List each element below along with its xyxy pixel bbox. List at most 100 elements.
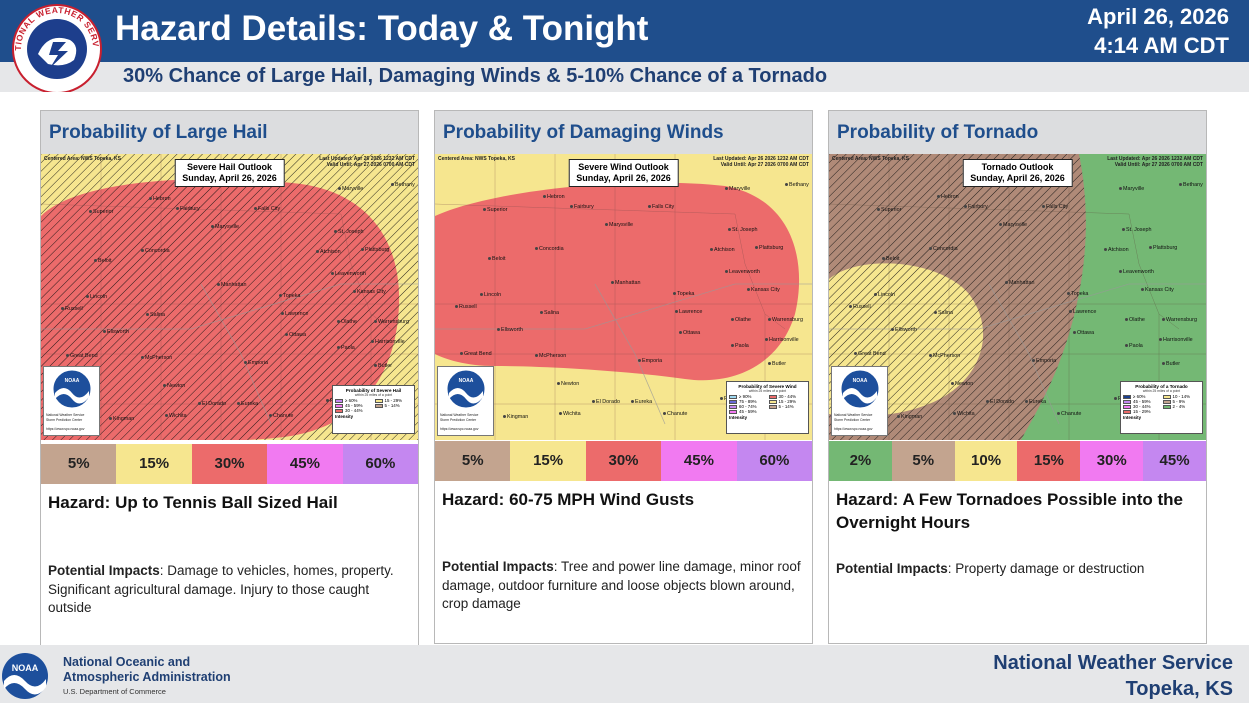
city-label: Butler bbox=[1162, 361, 1180, 367]
probability-scale: 5% 15% 30% 45% 60% bbox=[41, 444, 419, 484]
impacts-body: : Damage to vehicles, homes, property. S… bbox=[48, 563, 394, 615]
city-label: Newton bbox=[557, 381, 579, 387]
legend-title: Probability of Severe Wind bbox=[738, 384, 797, 389]
city-label: Marysville bbox=[211, 224, 239, 230]
legend-item: 30 - 44% bbox=[1123, 404, 1161, 409]
prob-cell: 15% bbox=[510, 441, 586, 481]
prob-cell: 5% bbox=[435, 441, 511, 481]
wind-map: Centered Area: NWS Topeka, KS Last Updat… bbox=[435, 154, 812, 440]
prob-cell: 45% bbox=[1143, 441, 1206, 481]
city-label: Ellsworth bbox=[891, 327, 917, 333]
spc-credit: Storm Prediction Center bbox=[834, 418, 871, 422]
map-updated-label: Last Updated: Apr 26 2026 1232 AM CDT bbox=[1107, 156, 1203, 162]
website-credit: https://www.spc.noaa.gov bbox=[834, 427, 873, 431]
city-label: Butler bbox=[768, 361, 786, 367]
issued-time: 4:14 AM CDT bbox=[1094, 33, 1229, 58]
prob-cell: 10% bbox=[954, 441, 1018, 481]
city-label: Paola bbox=[337, 345, 355, 351]
city-label: Lincoln bbox=[480, 292, 501, 298]
city-label: McPherson bbox=[535, 353, 566, 359]
legend-title: Probability of a Tornado bbox=[1135, 384, 1188, 389]
city-label: Chanute bbox=[663, 411, 687, 417]
city-label: Maryville bbox=[338, 186, 363, 192]
noaa-logo-label: NOAA bbox=[853, 378, 868, 384]
city-label: Wichita bbox=[559, 411, 581, 417]
city-label: Ellsworth bbox=[103, 329, 129, 335]
city-label: Russell bbox=[61, 306, 83, 312]
spc-credit: Storm Prediction Center bbox=[440, 418, 477, 422]
city-label: Atchison bbox=[710, 247, 735, 253]
outlook-title: Severe Hail Outlook Sunday, April 26, 20… bbox=[174, 159, 285, 187]
city-label: Plattsburg bbox=[361, 247, 389, 253]
impacts-label: Potential Impacts bbox=[442, 559, 554, 574]
city-label: Emporia bbox=[244, 360, 268, 366]
legend-item: 15 - 29% bbox=[374, 398, 413, 403]
city-label: Ottawa bbox=[285, 332, 306, 338]
city-label: Fairbury bbox=[176, 206, 200, 212]
city-label: Warrensburg bbox=[768, 317, 803, 323]
city-label: Atchison bbox=[316, 249, 341, 255]
city-label: Paola bbox=[1125, 343, 1143, 349]
map-legend: Probability of Severe Wind within 25 mil… bbox=[726, 381, 809, 434]
outlook-title-text: Tornado Outlook bbox=[981, 162, 1054, 172]
city-label: Falls City bbox=[1042, 204, 1068, 210]
city-label: Harrisonville bbox=[765, 337, 799, 343]
city-label: Chanute bbox=[1057, 411, 1081, 417]
prob-cell: 45% bbox=[267, 444, 343, 484]
prob-cell: 30% bbox=[585, 441, 662, 481]
page-title: Hazard Details: Today & Tonight bbox=[115, 9, 649, 48]
noaa-logo-icon: NOAA bbox=[0, 651, 50, 701]
legend-item: 45 - 59% bbox=[1123, 399, 1161, 404]
footer-bar bbox=[0, 645, 1249, 703]
legend-item: 5 - 14% bbox=[768, 404, 807, 409]
city-label: Great Bend bbox=[854, 351, 886, 357]
issued-date: April 26, 2026 bbox=[1087, 4, 1229, 29]
city-label: Concordia bbox=[929, 246, 958, 252]
impacts-text: Potential Impacts: Property damage or de… bbox=[829, 560, 1151, 579]
city-label: Great Bend bbox=[66, 353, 98, 359]
prob-cell: 30% bbox=[191, 444, 268, 484]
city-label: Kansas City bbox=[353, 289, 386, 295]
noaa-credit-box: NOAA National Weather Service Storm Pred… bbox=[437, 366, 494, 436]
city-label: Warrensburg bbox=[374, 319, 409, 325]
city-label: Salina bbox=[540, 310, 559, 316]
map-centered-label: Centered Area: NWS Topeka, KS bbox=[438, 156, 515, 162]
city-label: Fairbury bbox=[570, 204, 594, 210]
legend-item: ≥ 60% bbox=[1123, 394, 1161, 399]
hail-panel: Probability of Large Hail Centered Area:… bbox=[40, 110, 419, 654]
legend-subtitle: within 25 miles of a point bbox=[1142, 389, 1181, 393]
outlook-title-text: Severe Wind Outlook bbox=[578, 162, 669, 172]
city-label: Beloit bbox=[488, 256, 506, 262]
city-label: Emporia bbox=[638, 358, 662, 364]
city-label: Lincoln bbox=[86, 294, 107, 300]
legend-subtitle: within 25 miles of a point bbox=[748, 389, 787, 393]
city-label: Superior bbox=[89, 209, 113, 215]
nws-name-line1: National Weather Service bbox=[993, 652, 1233, 674]
map-valid-label: Valid Until: Apr 27 2026 0700 AM CDT bbox=[1114, 162, 1203, 168]
city-label: Eureka bbox=[1025, 399, 1046, 405]
hazard-text: Hazard: Up to Tennis Ball Sized Hail bbox=[48, 493, 338, 512]
noaa-logo-icon: NOAA bbox=[52, 369, 92, 409]
city-label: Olathe bbox=[337, 319, 357, 325]
legend-item: 45 - 59% bbox=[729, 409, 767, 414]
legend-title: Probability of Severe Hail bbox=[345, 388, 402, 393]
nws-credit: National Weather Service bbox=[440, 413, 479, 417]
map-centered-label: Centered Area: NWS Topeka, KS bbox=[832, 156, 909, 162]
prob-cell: 45% bbox=[661, 441, 737, 481]
city-label: Concordia bbox=[141, 248, 170, 254]
city-label: Lawrence bbox=[281, 311, 308, 317]
header-bar bbox=[0, 0, 1249, 62]
outlook-title: Severe Wind Outlook Sunday, April 26, 20… bbox=[568, 159, 679, 187]
city-label: Falls City bbox=[648, 204, 674, 210]
map-centered-label: Centered Area: NWS Topeka, KS bbox=[44, 156, 121, 162]
city-label: Russell bbox=[455, 304, 477, 310]
city-label: El Dorado bbox=[986, 399, 1014, 405]
legend-item: 45 - 59% bbox=[335, 403, 373, 408]
hazard-text: Hazard: 60-75 MPH Wind Gusts bbox=[442, 490, 695, 509]
noaa-department: U.S. Department of Commerce bbox=[63, 687, 166, 696]
legend-item: 2 - 4% bbox=[1162, 404, 1201, 409]
legend-item: 60 - 74% bbox=[729, 404, 767, 409]
legend-item: 75 - 89% bbox=[729, 399, 767, 404]
city-label: Salina bbox=[934, 310, 953, 316]
probability-scale: 5% 15% 30% 45% 60% bbox=[435, 441, 813, 481]
